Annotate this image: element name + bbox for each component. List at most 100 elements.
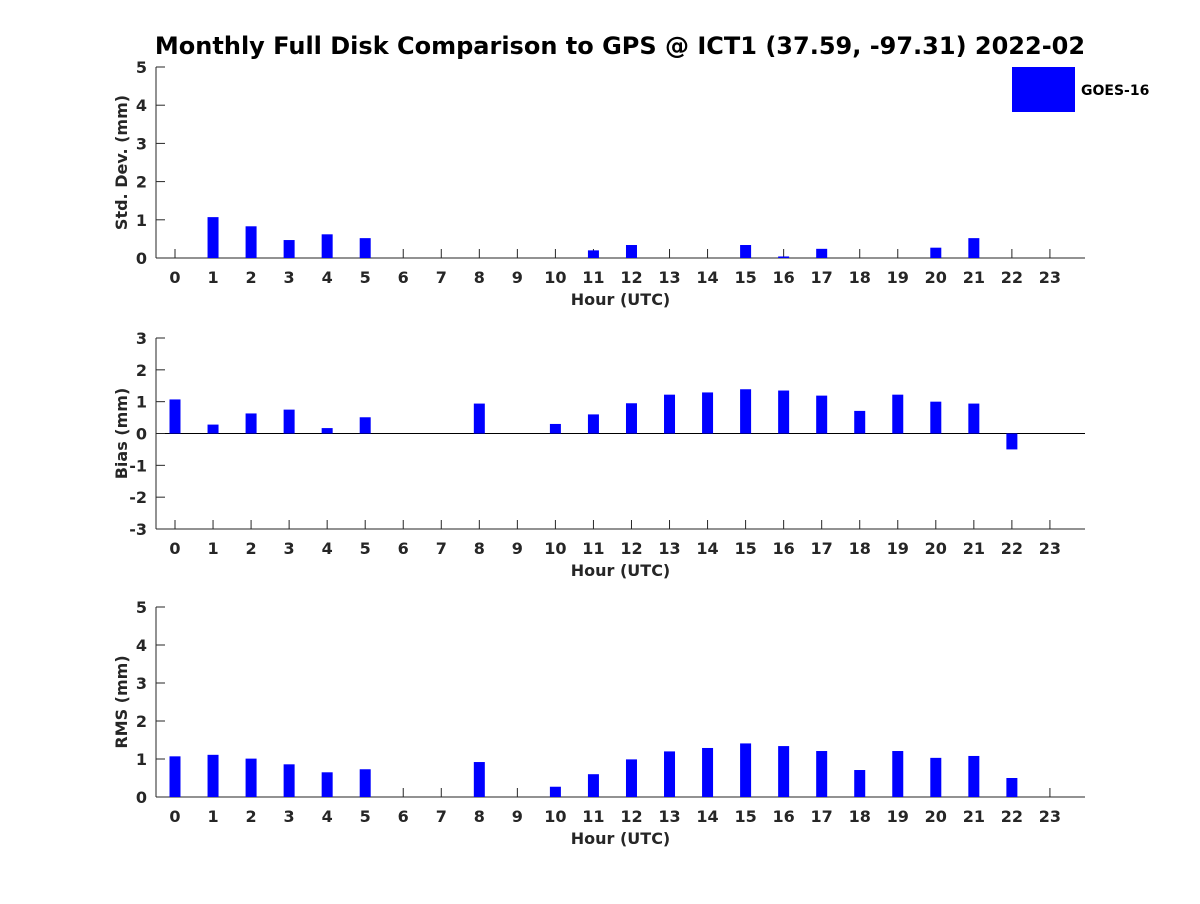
bar xyxy=(968,238,980,258)
y-tick-label: 5 xyxy=(136,58,147,77)
x-tick-label: 6 xyxy=(398,807,409,826)
x-tick-label: 8 xyxy=(474,539,485,558)
x-tick-label: 10 xyxy=(544,268,566,287)
bar xyxy=(245,226,257,258)
y-tick-label: 2 xyxy=(136,712,147,731)
x-tick-label: 19 xyxy=(887,539,909,558)
y-tick-label: -2 xyxy=(129,488,147,507)
x-tick-label: 13 xyxy=(658,539,680,558)
legend: GOES-16 xyxy=(1012,67,1149,112)
x-tick-label: 4 xyxy=(322,539,333,558)
x-axis-label: Hour (UTC) xyxy=(571,290,671,309)
x-tick-label: 21 xyxy=(963,539,985,558)
bar xyxy=(740,743,752,797)
bar xyxy=(359,769,371,797)
x-tick-label: 15 xyxy=(734,539,756,558)
y-tick-label: 0 xyxy=(136,788,147,807)
bar xyxy=(473,403,485,434)
y-tick-label: 3 xyxy=(136,134,147,153)
x-tick-label: 5 xyxy=(360,268,371,287)
y-tick-label: 0 xyxy=(136,249,147,268)
bar xyxy=(245,413,257,434)
x-tick-label: 9 xyxy=(512,807,523,826)
x-tick-label: 12 xyxy=(620,807,642,826)
y-tick-label: 1 xyxy=(136,211,147,230)
x-tick-label: 4 xyxy=(322,807,333,826)
x-tick-label: 7 xyxy=(436,268,447,287)
x-tick-label: 8 xyxy=(474,268,485,287)
x-tick-label: 20 xyxy=(925,807,947,826)
x-tick-label: 18 xyxy=(849,807,871,826)
bar xyxy=(207,217,219,258)
bar xyxy=(664,751,676,797)
x-tick-label: 14 xyxy=(696,268,718,287)
x-tick-label: 3 xyxy=(284,539,295,558)
bar xyxy=(283,240,295,258)
x-tick-label: 0 xyxy=(169,268,180,287)
x-tick-label: 7 xyxy=(436,807,447,826)
x-tick-label: 13 xyxy=(658,807,680,826)
bar xyxy=(169,756,181,797)
x-tick-label: 18 xyxy=(849,539,871,558)
bar xyxy=(778,390,790,434)
bar xyxy=(587,774,599,797)
y-tick-label: 2 xyxy=(136,173,147,192)
x-tick-label: 22 xyxy=(1001,268,1023,287)
x-tick-label: 15 xyxy=(734,807,756,826)
x-tick-label: 7 xyxy=(436,539,447,558)
x-axis-label: Hour (UTC) xyxy=(571,829,671,848)
bar xyxy=(321,234,333,258)
bar xyxy=(854,410,866,434)
bar xyxy=(283,409,295,434)
x-tick-label: 21 xyxy=(963,807,985,826)
x-tick-label: 1 xyxy=(207,807,218,826)
bar xyxy=(245,758,257,797)
y-tick-label: 3 xyxy=(136,329,147,348)
x-tick-label: 2 xyxy=(246,268,257,287)
x-tick-label: 5 xyxy=(360,539,371,558)
bar xyxy=(702,747,714,797)
x-tick-label: 0 xyxy=(169,539,180,558)
bar xyxy=(359,417,371,434)
x-tick-label: 10 xyxy=(544,807,566,826)
x-tick-label: 14 xyxy=(696,807,718,826)
bar xyxy=(1006,778,1018,797)
y-axis-label: Std. Dev. (mm) xyxy=(112,95,131,230)
bar xyxy=(702,392,714,434)
bar xyxy=(359,238,371,258)
legend-label: GOES-16 xyxy=(1081,83,1149,99)
y-tick-label: 1 xyxy=(136,393,147,412)
bar xyxy=(816,395,828,434)
x-tick-label: 11 xyxy=(582,268,604,287)
x-tick-label: 9 xyxy=(512,539,523,558)
x-tick-label: 23 xyxy=(1039,268,1061,287)
bar xyxy=(625,759,637,797)
chart-title: Monthly Full Disk Comparison to GPS @ IC… xyxy=(155,32,1085,60)
x-tick-label: 19 xyxy=(887,807,909,826)
x-tick-label: 8 xyxy=(474,807,485,826)
x-tick-label: 17 xyxy=(811,807,833,826)
x-tick-label: 12 xyxy=(620,268,642,287)
x-tick-label: 10 xyxy=(544,539,566,558)
bar xyxy=(968,403,980,434)
bar xyxy=(778,256,790,258)
x-tick-label: 20 xyxy=(925,539,947,558)
bar xyxy=(816,751,828,797)
x-tick-label: 2 xyxy=(246,539,257,558)
x-tick-label: 18 xyxy=(849,268,871,287)
x-tick-label: 3 xyxy=(284,807,295,826)
x-tick-label: 16 xyxy=(773,539,795,558)
bar xyxy=(740,389,752,434)
bar xyxy=(549,786,561,797)
bar xyxy=(892,394,904,434)
legend-swatch xyxy=(1012,67,1075,112)
x-tick-label: 23 xyxy=(1039,539,1061,558)
bar xyxy=(283,764,295,797)
bar xyxy=(169,399,181,434)
x-tick-label: 20 xyxy=(925,268,947,287)
